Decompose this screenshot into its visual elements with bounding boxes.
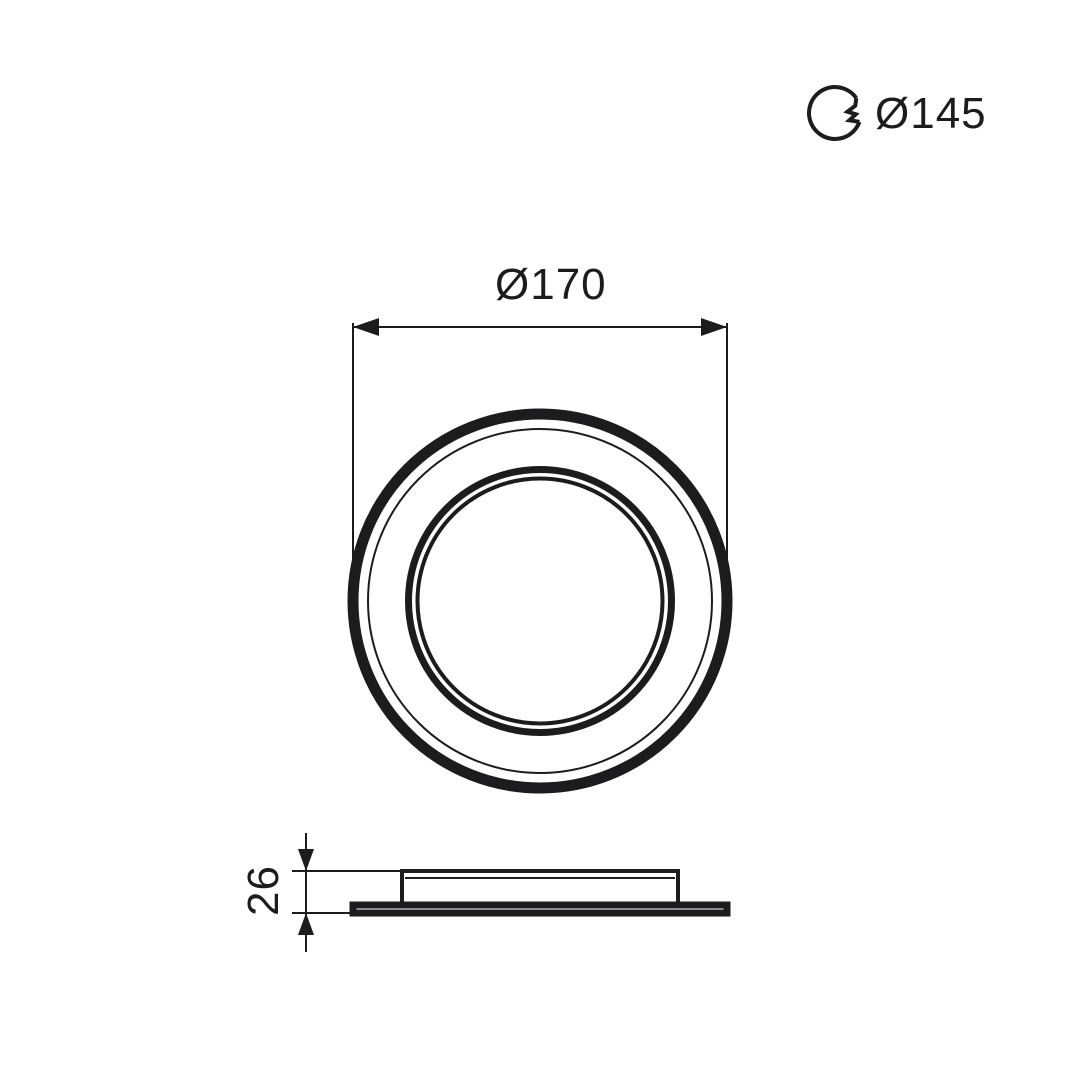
dim-arrow-right	[701, 318, 727, 336]
height-arrow-top	[298, 849, 314, 871]
height-arrow-bottom	[298, 913, 314, 935]
height-dim-text: 26	[239, 865, 288, 916]
diameter-dim-text: Ø170	[495, 260, 607, 309]
cutout-diameter-text: Ø145	[875, 89, 987, 138]
plan-inner2-circle	[418, 479, 663, 724]
plan-inner-circle	[409, 470, 672, 733]
hole-saw-teeth	[847, 98, 859, 122]
section-raised	[402, 871, 678, 905]
section-flange	[353, 905, 727, 913]
plan-mid-circle	[368, 429, 712, 773]
dim-arrow-left	[353, 318, 379, 336]
